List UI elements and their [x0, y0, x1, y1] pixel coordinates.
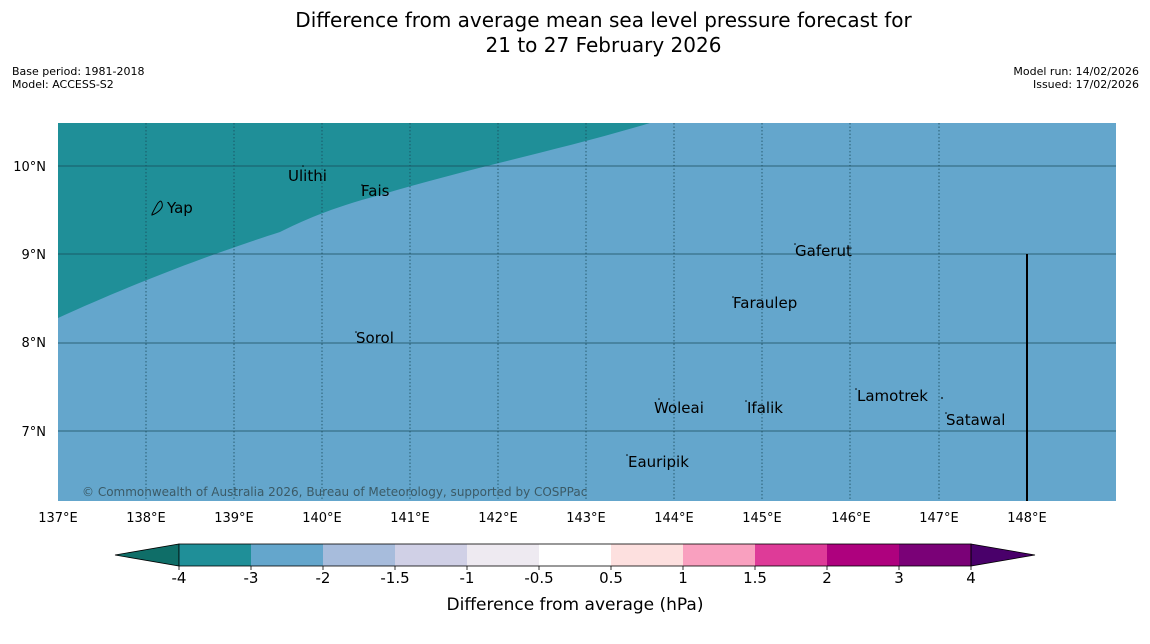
- lat-label-8n: 8°N: [22, 336, 47, 351]
- lon-label-147e: 147°E: [919, 511, 959, 526]
- lon-label-145e: 145°E: [742, 511, 782, 526]
- colorbar-tick-label: -4: [172, 569, 187, 587]
- lon-label-140e: 140°E: [302, 511, 342, 526]
- colorbar-bin-minus1-minus0.5: [467, 544, 539, 566]
- colorbar-tick-label: 4: [966, 569, 976, 587]
- colorbar-tick-label: 1: [678, 569, 688, 587]
- colorbar-tick-label: 3: [894, 569, 904, 587]
- yap-island-icon: [151, 200, 163, 216]
- colorbar-tick-label: -0.5: [524, 569, 553, 587]
- ulithi-marker: [302, 165, 304, 167]
- colorbar-tick-label: 2: [822, 569, 832, 587]
- place-label-fais: Fais: [361, 182, 390, 200]
- fais-marker: [361, 184, 363, 186]
- place-label-ulithi: Ulithi: [288, 167, 327, 185]
- place-label-eauripik: Eauripik: [628, 453, 689, 471]
- place-label-woleai: Woleai: [654, 399, 704, 417]
- colorbar-tick-label: 1.5: [743, 569, 767, 587]
- parallels: [58, 165, 1116, 432]
- colorbar-ticks: [178, 566, 972, 570]
- colorbar-frame: [178, 543, 972, 567]
- lon-label-144e: 144°E: [654, 511, 694, 526]
- place-label-sorol: Sorol: [356, 329, 394, 347]
- eauripik-marker: [626, 454, 628, 456]
- colorbar-tick-label: -2: [316, 569, 331, 587]
- lon-label-139e: 139°E: [214, 511, 254, 526]
- colorbar-bin-minus0.5-0.5: [539, 544, 611, 566]
- place-labels: Yap Ulithi Fais Gaferut Faraulep Sorol W…: [166, 167, 1005, 471]
- lat-label-7n: 7°N: [22, 425, 47, 440]
- colorbar-bin-2-3: [827, 544, 899, 566]
- lat-label-9n: 9°N: [22, 248, 47, 263]
- issued-date: Issued: 17/02/2026: [1032, 78, 1139, 91]
- lon-label-138e: 138°E: [126, 511, 166, 526]
- longitude-labels: 137°E 138°E 139°E 140°E 141°E 142°E 143°…: [38, 511, 1047, 526]
- colorbar-tick-label: 0.5: [599, 569, 623, 587]
- place-label-satawal: Satawal: [946, 411, 1005, 429]
- colorbar-bin-minus3-minus2: [251, 544, 323, 566]
- meridians: [145, 123, 940, 501]
- colorbar-tick-labels: -4 -3 -2 -1.5 -1 -0.5 0.5 1 1.5 2 3 4: [172, 569, 976, 587]
- lon-label-141e: 141°E: [390, 511, 430, 526]
- map-panel: [58, 123, 1116, 501]
- lat-label-10n: 10°N: [13, 160, 46, 175]
- place-label-gaferut: Gaferut: [795, 242, 852, 260]
- colorbar-tick-label: -3: [244, 569, 259, 587]
- place-label-ifalik: Ifalik: [747, 399, 783, 417]
- colorbar-tick-label: -1: [460, 569, 475, 587]
- place-label-yap: Yap: [166, 199, 193, 217]
- region-below-minus3: [58, 123, 650, 318]
- metadata-left: Base period: 1981-2018 Model: ACCESS-S2: [12, 65, 144, 91]
- colorbar-bin-3-4: [899, 544, 971, 566]
- colorbar-tick-label: -1.5: [380, 569, 409, 587]
- colorbar-bin-minus4-minus3: [179, 544, 251, 566]
- lon-label-146e: 146°E: [831, 511, 871, 526]
- lon-label-137e: 137°E: [38, 511, 78, 526]
- place-label-faraulep: Faraulep: [733, 294, 797, 312]
- lamotrek-marker-2: [941, 397, 943, 399]
- colorbar-extend-high: [970, 543, 1036, 567]
- metadata-right: Model run: 14/02/2026 Issued: 17/02/2026: [1013, 65, 1139, 91]
- lon-label-148e: 148°E: [1007, 511, 1047, 526]
- copyright-notice: © Commonwealth of Australia 2026, Bureau…: [82, 485, 587, 499]
- base-period: Base period: 1981-2018: [12, 65, 145, 78]
- model-name: Model: ACCESS-S2: [12, 78, 114, 91]
- woleai-marker: [658, 398, 660, 400]
- model-run: Model run: 14/02/2026: [1013, 65, 1139, 78]
- graticule: [58, 123, 1116, 501]
- colorbar-bin-1.5-2: [755, 544, 827, 566]
- colorbar-bin-0.5-1: [611, 544, 683, 566]
- chart-title: Difference from average mean sea level p…: [0, 8, 1150, 58]
- colorbar-bin-minus2-minus1.5: [323, 544, 395, 566]
- title-line-2: 21 to 27 February 2026: [485, 33, 722, 57]
- colorbar-extend-low: [114, 543, 180, 567]
- colorbar-bin-1-1.5: [683, 544, 755, 566]
- sorol-marker: [355, 331, 357, 333]
- colorbar-axis-label: Difference from average (hPa): [447, 595, 704, 615]
- place-label-lamotrek: Lamotrek: [857, 387, 928, 405]
- ifalik-marker: [745, 400, 747, 402]
- island-markers: [302, 165, 947, 456]
- title-line-1: Difference from average mean sea level p…: [295, 8, 912, 32]
- lon-label-142e: 142°E: [478, 511, 518, 526]
- colorbar: -4 -3 -2 -1.5 -1 -0.5 0.5 1 1.5 2 3 4 Di…: [114, 543, 1036, 615]
- lon-label-143e: 143°E: [566, 511, 606, 526]
- lamotrek-marker: [855, 388, 857, 390]
- gaferut-marker: [794, 243, 796, 245]
- latitude-labels: 10°N 9°N 8°N 7°N: [13, 160, 46, 440]
- satawal-marker: [945, 412, 947, 414]
- faraulep-marker: [732, 296, 734, 298]
- colorbar-bin-minus1.5-minus1: [395, 544, 467, 566]
